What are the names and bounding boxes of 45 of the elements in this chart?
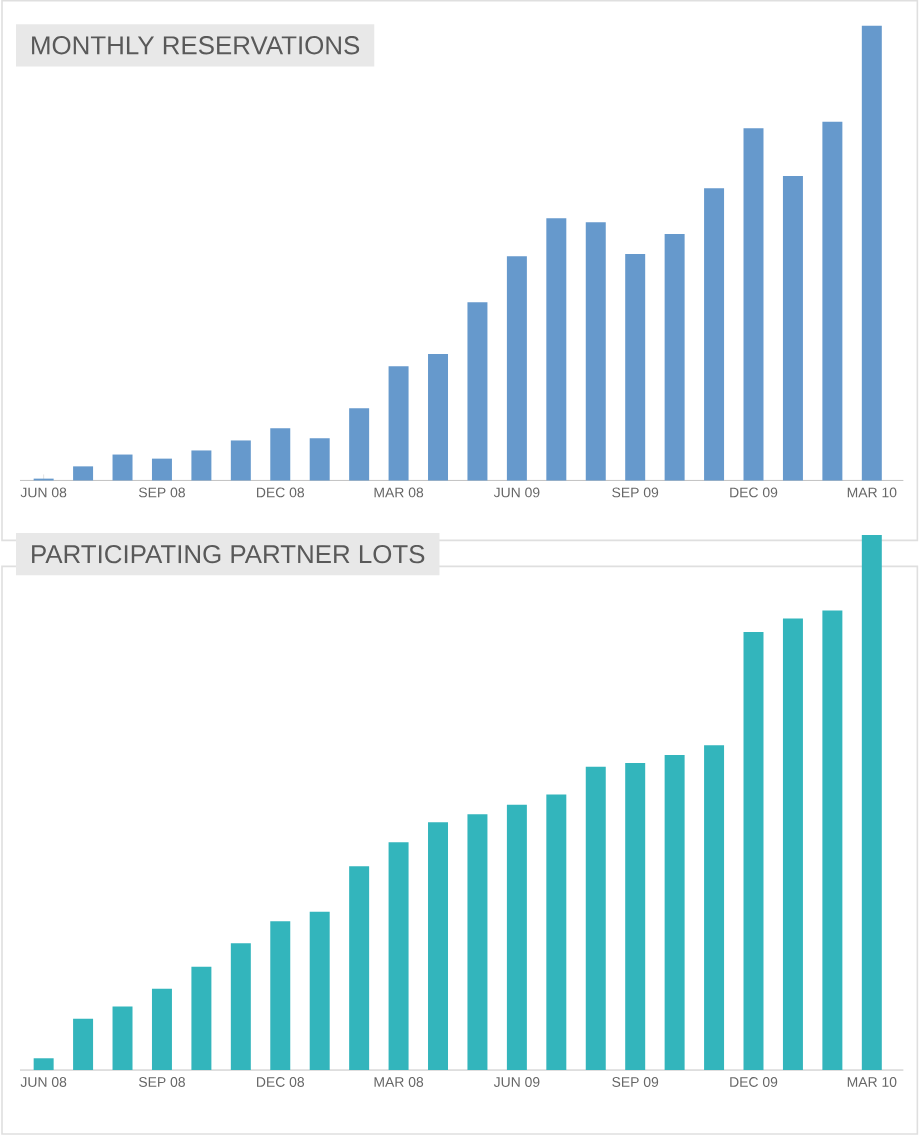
bar <box>783 618 804 1071</box>
bar <box>428 822 449 1071</box>
bar <box>112 454 133 481</box>
bar <box>625 254 646 481</box>
bar <box>231 440 252 481</box>
bar <box>152 988 173 1071</box>
bar <box>33 1058 54 1071</box>
bar <box>231 943 252 1071</box>
bar <box>388 842 409 1071</box>
bar <box>862 535 883 1071</box>
bar <box>625 763 646 1071</box>
bar <box>112 1006 133 1071</box>
bar <box>270 428 291 481</box>
bar <box>467 814 488 1071</box>
chart-title: MONTHLY RESERVATIONS <box>32 36 360 55</box>
bar <box>743 631 764 1071</box>
bar <box>822 610 843 1071</box>
bar <box>310 911 331 1071</box>
bar <box>191 450 212 481</box>
bar <box>152 458 173 481</box>
bar <box>349 866 370 1071</box>
bar <box>310 438 331 481</box>
bar <box>546 218 567 481</box>
bar <box>507 804 528 1071</box>
bar <box>191 966 212 1071</box>
bar <box>546 794 567 1071</box>
bar <box>270 921 291 1071</box>
bar <box>664 754 685 1071</box>
bar <box>507 256 528 481</box>
chart-title: PARTICIPATING PARTNER LOTS <box>32 544 425 564</box>
bar <box>586 222 607 481</box>
bar <box>743 128 764 481</box>
bar <box>664 234 685 481</box>
bar <box>822 121 843 481</box>
bar <box>428 354 449 481</box>
bar <box>586 766 607 1071</box>
bar <box>388 366 409 481</box>
bar <box>467 302 488 481</box>
bar <box>704 745 725 1071</box>
bar <box>73 1018 94 1071</box>
bar <box>862 25 883 481</box>
bar <box>349 408 370 481</box>
bar <box>783 175 804 481</box>
bar <box>73 466 94 481</box>
bar <box>704 188 725 481</box>
